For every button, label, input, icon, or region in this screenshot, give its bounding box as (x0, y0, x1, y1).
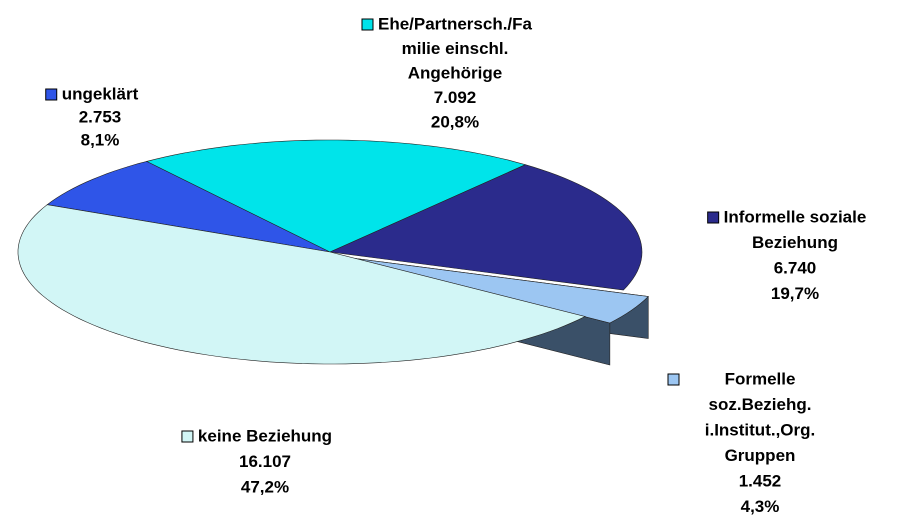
legend-marker (361, 18, 374, 31)
slice-label: Informelle soziale (724, 207, 867, 226)
slice (145, 139, 527, 253)
slice-label: Beziehung (752, 233, 838, 252)
value-label: 1.452 (739, 471, 782, 490)
slice-label: Formelle (725, 369, 796, 388)
percent-label: 19,7% (771, 284, 819, 303)
slice-label: i.Institut.,Org. (705, 420, 816, 439)
value-label: 2.753 (79, 107, 122, 126)
value-label: 7.092 (434, 88, 477, 107)
percent-label: 47,2% (241, 477, 289, 496)
slice-label: soz.Beziehg. (709, 395, 812, 414)
slice-label: ungeklärt (62, 84, 139, 103)
slice-label: Ehe/Partnersch./Fa (378, 14, 533, 33)
legend-marker (707, 211, 720, 224)
slice-label: Gruppen (725, 446, 796, 465)
legend-marker (181, 430, 194, 443)
slice-label: Angehörige (408, 63, 502, 82)
legend-marker (45, 88, 58, 101)
slice (17, 204, 586, 365)
percent-label: 4,3% (741, 497, 780, 516)
slice-label: milie einschl. (402, 39, 509, 58)
value-label: 16.107 (239, 452, 291, 471)
value-label: 6.740 (774, 258, 817, 277)
slice-label: keine Beziehung (198, 426, 332, 445)
legend-marker (667, 373, 680, 386)
slice (46, 161, 331, 253)
percent-label: 8,1% (81, 130, 120, 149)
percent-label: 20,8% (431, 112, 479, 131)
slice (328, 164, 643, 291)
slice (354, 258, 649, 324)
